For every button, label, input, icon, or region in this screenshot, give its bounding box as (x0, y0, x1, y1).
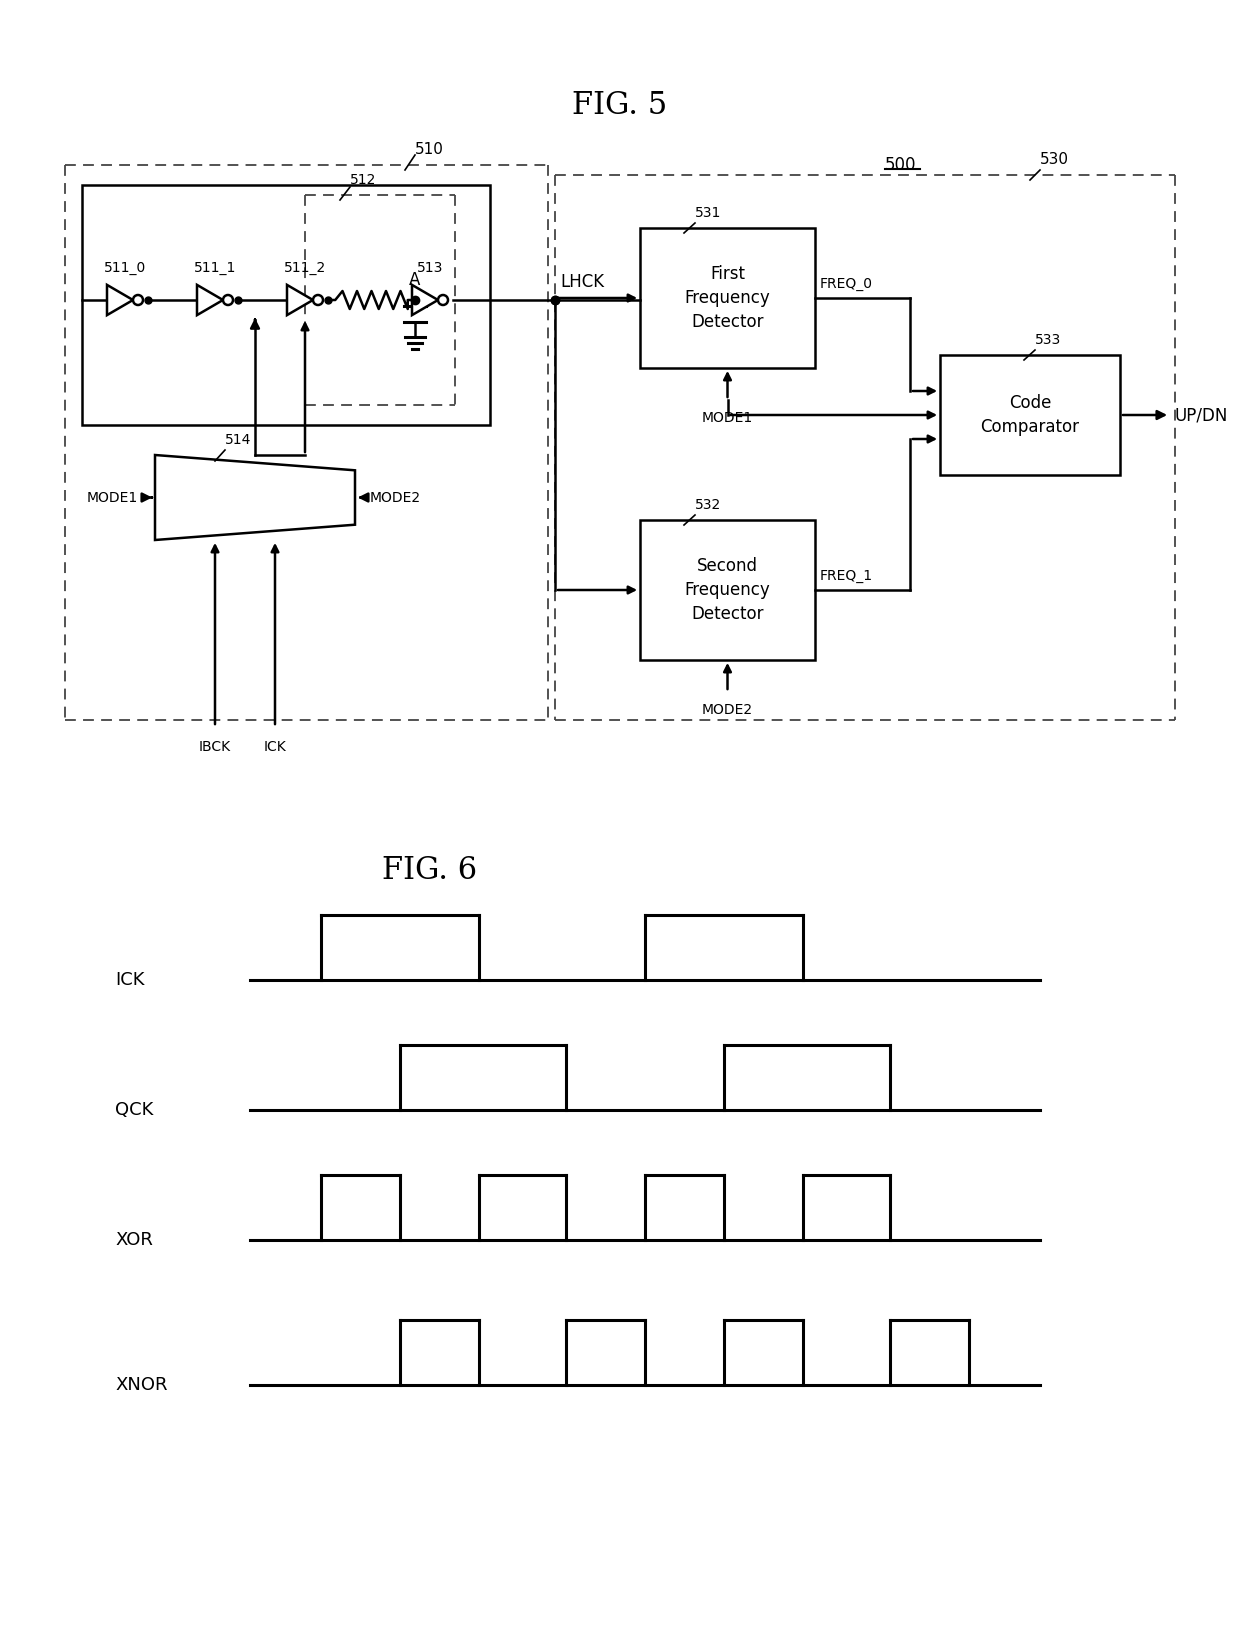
Circle shape (223, 295, 233, 305)
Circle shape (133, 295, 143, 305)
Text: FREQ_1: FREQ_1 (820, 570, 873, 583)
Text: MODE1: MODE1 (702, 411, 753, 424)
Text: IBCK: IBCK (198, 739, 231, 754)
FancyBboxPatch shape (82, 184, 490, 424)
Text: MODE1: MODE1 (87, 491, 138, 504)
Text: Code
Comparator: Code Comparator (981, 395, 1080, 436)
FancyBboxPatch shape (640, 228, 815, 367)
Text: 512: 512 (350, 173, 377, 188)
Text: 533: 533 (1035, 333, 1061, 348)
Text: XOR: XOR (115, 1231, 153, 1248)
Circle shape (312, 295, 322, 305)
Text: ICK: ICK (264, 739, 286, 754)
Text: ICK: ICK (115, 971, 145, 989)
Text: FIG. 5: FIG. 5 (573, 90, 667, 121)
Text: XNOR: XNOR (115, 1376, 167, 1394)
FancyBboxPatch shape (940, 356, 1120, 475)
Text: LHCK: LHCK (560, 273, 604, 290)
Text: MODE2: MODE2 (702, 703, 753, 716)
Text: 511_0: 511_0 (104, 261, 146, 276)
Text: QCK: QCK (115, 1102, 154, 1120)
FancyBboxPatch shape (640, 521, 815, 659)
Text: 500: 500 (885, 157, 916, 175)
Text: First
Frequency
Detector: First Frequency Detector (684, 266, 770, 331)
Text: UP/DN: UP/DN (1176, 406, 1229, 424)
Text: MODE2: MODE2 (370, 491, 422, 504)
Text: A: A (409, 271, 420, 289)
Text: 514: 514 (224, 432, 252, 447)
Text: 531: 531 (694, 206, 722, 220)
Polygon shape (286, 286, 312, 315)
Circle shape (438, 295, 448, 305)
Polygon shape (155, 455, 355, 540)
Text: 511_2: 511_2 (284, 261, 326, 276)
Text: 532: 532 (694, 498, 722, 512)
Polygon shape (412, 286, 438, 315)
Text: 510: 510 (415, 142, 444, 157)
Text: FREQ_0: FREQ_0 (820, 277, 873, 290)
Polygon shape (107, 286, 133, 315)
Polygon shape (197, 286, 223, 315)
Text: 530: 530 (1040, 152, 1069, 166)
Text: FIG. 6: FIG. 6 (382, 855, 477, 886)
Text: Second
Frequency
Detector: Second Frequency Detector (684, 558, 770, 622)
Text: 513: 513 (417, 261, 443, 276)
Text: 511_1: 511_1 (193, 261, 236, 276)
